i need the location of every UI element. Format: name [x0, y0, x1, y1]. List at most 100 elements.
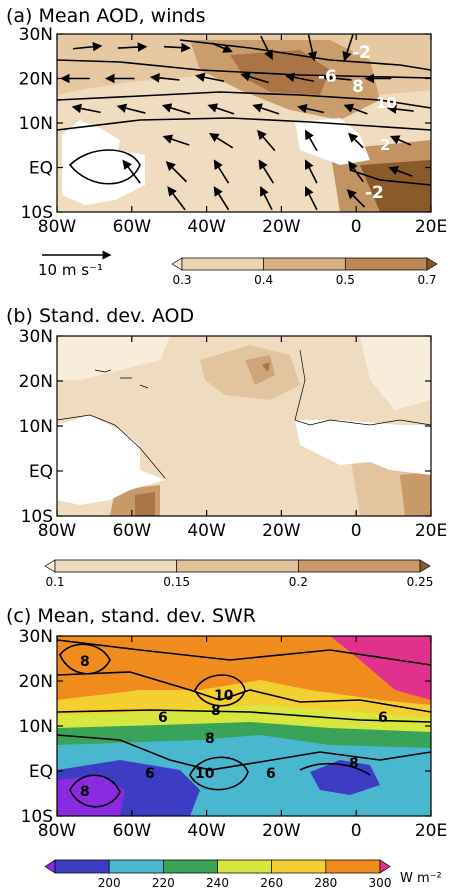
wind-arrow: [240, 72, 269, 84]
wind-arrow: [305, 186, 318, 211]
contour-label: 6: [158, 710, 168, 726]
colorbar-swatch: [44, 559, 56, 573]
wind-arrow: [348, 132, 364, 149]
x-tick-label: 0: [351, 217, 362, 237]
colorbar-swatch: [54, 859, 110, 874]
y-tick-label: 10S: [21, 203, 53, 223]
x-tick-label: 20W: [262, 521, 301, 541]
wind-arrow: [167, 186, 186, 211]
colorbar-label: 0.4: [254, 273, 273, 287]
panel-a-field: [57, 34, 431, 212]
colorbar-swatch: [325, 859, 381, 874]
x-tick-label: 80W: [38, 821, 77, 841]
y-tick-label: 20N: [19, 372, 53, 392]
colorbar-swatch: [108, 859, 164, 874]
wind-arrow: [343, 103, 368, 115]
x-tick-label: 20W: [262, 821, 301, 841]
x-tick-label: 60W: [113, 521, 152, 541]
colorbar-swatch: [263, 257, 346, 271]
wind-arrow: [297, 103, 325, 114]
wind-arrow: [116, 103, 146, 114]
colorbar-label: 300: [369, 876, 392, 890]
panel-c-contour-labels: 8 10 8 6 6 8 10 6 6 8 8: [80, 654, 388, 800]
y-tick-label: 10N: [19, 717, 53, 737]
wind-arrow: [252, 103, 280, 115]
panel-b-title: (b) Stand. dev. AOD: [6, 305, 194, 327]
contour-label: -2: [352, 43, 371, 63]
x-tick-label: 40W: [187, 821, 226, 841]
wind-arrow: [161, 103, 191, 115]
panel-b-field: [57, 336, 431, 516]
colorbar-swatch: [297, 559, 421, 573]
colorbar-swatch: [217, 859, 273, 874]
colorbar-b: 0.1 0.15 0.2 0.25: [44, 559, 434, 589]
contour-label: 6: [266, 766, 276, 782]
y-tick-label: 10N: [19, 114, 53, 134]
panel-c: (c) Mean, stand. dev. SWR 8 10: [6, 605, 447, 890]
colorbar-label: 280: [314, 876, 337, 890]
wind-arrow: [260, 186, 273, 211]
wind-arrow: [321, 73, 352, 83]
contour-label: -2: [365, 183, 384, 203]
contour-label: 2: [380, 136, 390, 154]
panel-a: (a) Mean AOD, winds -2 -6 8 10 2 -: [6, 5, 447, 287]
colorbar-swatch: [379, 859, 391, 874]
colorbar-label: 0.15: [163, 575, 190, 589]
colorbar-swatch: [426, 257, 438, 271]
panel-c-field: [57, 636, 431, 816]
colorbar-swatch: [344, 257, 428, 271]
x-tick-label: 40W: [187, 521, 226, 541]
wind-arrow: [305, 159, 318, 184]
wind-arrow: [117, 42, 148, 52]
wind-reference-label: 10 m s⁻¹: [38, 261, 103, 279]
x-tick-label: 80W: [38, 217, 77, 237]
colorbar-label: 0.7: [417, 273, 436, 287]
y-tick-label: 30N: [19, 627, 53, 647]
contour-label: 8: [205, 731, 215, 747]
colorbar-label: 0.2: [289, 575, 308, 589]
contour-label: 10: [214, 688, 234, 704]
wind-arrow: [195, 72, 225, 83]
colorbar-swatch: [44, 859, 56, 874]
panel-a-title: (a) Mean AOD, winds: [6, 5, 205, 27]
y-tick-label: 20N: [19, 70, 53, 90]
wind-arrow: [211, 42, 233, 53]
colorbar-swatch: [181, 257, 265, 271]
contour-label: 8: [211, 703, 221, 719]
colorbar-label: 260: [260, 876, 283, 890]
wind-arrow: [213, 186, 230, 211]
contour-label: 8: [80, 654, 90, 670]
colorbar-label: 220: [152, 876, 175, 890]
colorbar-swatch: [171, 257, 183, 271]
x-tick-label: 0: [351, 821, 362, 841]
x-tick-label: 40W: [187, 217, 226, 237]
wind-arrow: [72, 41, 103, 52]
contour-label: 10: [195, 766, 215, 782]
wind-arrow: [346, 189, 366, 208]
y-tick-label: 10S: [21, 507, 53, 527]
colorbar-label: 0.3: [172, 273, 191, 287]
wind-arrow: [162, 134, 190, 146]
contour-label: 6: [378, 710, 388, 726]
wind-arrow: [284, 72, 314, 83]
panel-c-axes: 80W 60W 40W 20W 0 20E 30N 20N 10N EQ 10S: [19, 627, 448, 841]
y-tick-label: EQ: [29, 762, 53, 782]
y-tick-label: EQ: [29, 159, 53, 179]
wind-arrow: [307, 34, 318, 62]
colorbar-swatch: [162, 859, 218, 874]
x-tick-label: 20E: [415, 217, 447, 237]
colorbar-label: 0.25: [407, 575, 434, 589]
x-tick-label: 60W: [113, 217, 152, 237]
y-tick-label: 30N: [19, 25, 53, 45]
wind-arrow: [209, 132, 234, 149]
wind-arrow: [165, 161, 188, 183]
y-tick-label: 20N: [19, 672, 53, 692]
colorbar-label: 0.1: [45, 575, 64, 589]
y-tick-label: 10S: [21, 807, 53, 827]
wind-arrow: [164, 42, 191, 53]
x-tick-label: 80W: [38, 521, 77, 541]
colorbar-c: 200 220 240 260 280 300: [44, 859, 392, 890]
y-tick-label: 30N: [19, 327, 53, 347]
wind-arrow: [71, 103, 101, 114]
